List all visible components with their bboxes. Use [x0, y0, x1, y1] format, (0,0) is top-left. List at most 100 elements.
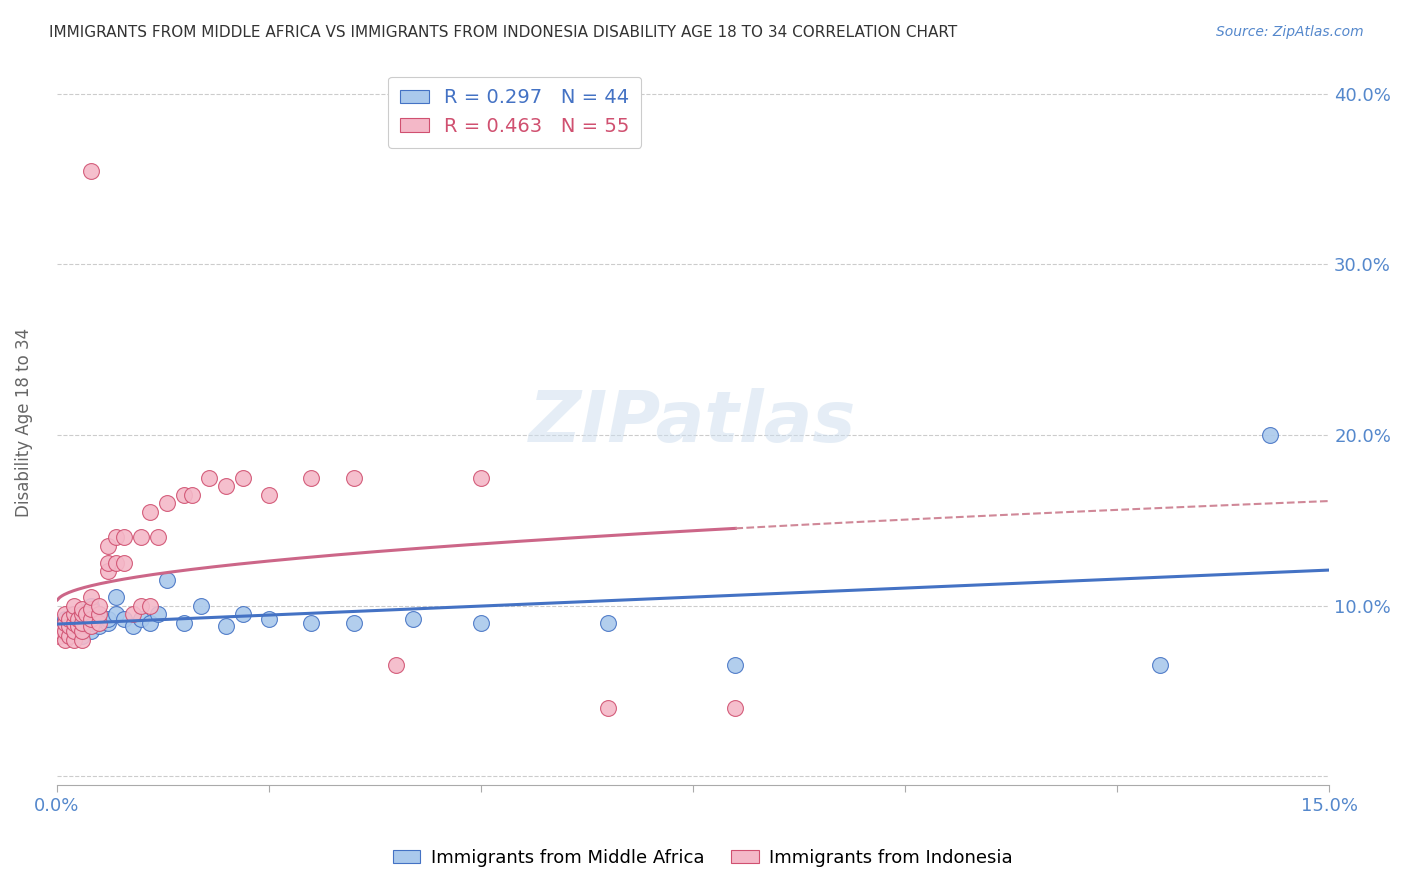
- Point: [70, 632, 93, 647]
- Point: [70, 615, 93, 630]
- Point: [62, 599, 84, 613]
- Point: [66, 619, 89, 633]
- Point: [70, 619, 93, 633]
- Point: [105, 530, 128, 544]
- Point: [66, 619, 89, 633]
- Point: [70, 602, 93, 616]
- Point: [58, 629, 80, 643]
- Point: [87, 612, 110, 626]
- Point: [70, 615, 93, 630]
- Point: [257, 612, 280, 626]
- Point: [53, 612, 76, 626]
- Point: [75, 607, 97, 621]
- Point: [299, 470, 322, 484]
- Point: [148, 530, 170, 544]
- Point: [48, 629, 70, 643]
- Point: [1258, 428, 1281, 442]
- Point: [470, 470, 492, 484]
- Point: [70, 624, 93, 639]
- Text: IMMIGRANTS FROM MIDDLE AFRICA VS IMMIGRANTS FROM INDONESIA DISABILITY AGE 18 TO : IMMIGRANTS FROM MIDDLE AFRICA VS IMMIGRA…: [49, 25, 957, 40]
- Point: [53, 615, 76, 630]
- Point: [53, 615, 76, 630]
- Point: [75, 615, 97, 630]
- Point: [105, 590, 128, 604]
- Point: [181, 488, 204, 502]
- Point: [232, 470, 254, 484]
- Point: [96, 615, 118, 630]
- Point: [62, 632, 84, 647]
- Point: [215, 479, 238, 493]
- Point: [148, 607, 170, 621]
- Point: [131, 612, 153, 626]
- Point: [173, 488, 195, 502]
- Legend: Immigrants from Middle Africa, Immigrants from Indonesia: Immigrants from Middle Africa, Immigrant…: [385, 842, 1021, 874]
- Point: [87, 615, 110, 630]
- Point: [62, 624, 84, 639]
- Point: [215, 619, 238, 633]
- Point: [114, 556, 136, 570]
- Point: [87, 607, 110, 621]
- Point: [342, 615, 364, 630]
- Point: [156, 573, 179, 587]
- Point: [299, 615, 322, 630]
- Point: [156, 496, 179, 510]
- Point: [105, 607, 128, 621]
- Point: [232, 607, 254, 621]
- Point: [402, 612, 425, 626]
- Point: [87, 607, 110, 621]
- Point: [66, 612, 89, 626]
- Point: [79, 624, 101, 639]
- Point: [139, 599, 162, 613]
- Point: [1149, 658, 1171, 673]
- Text: Source: ZipAtlas.com: Source: ZipAtlas.com: [1216, 25, 1364, 39]
- Point: [596, 615, 619, 630]
- Point: [53, 624, 76, 639]
- Point: [58, 619, 80, 633]
- Point: [62, 624, 84, 639]
- Point: [470, 615, 492, 630]
- Point: [53, 607, 76, 621]
- Point: [139, 505, 162, 519]
- Point: [70, 607, 93, 621]
- Point: [58, 619, 80, 633]
- Point: [62, 607, 84, 621]
- Point: [139, 615, 162, 630]
- Point: [79, 602, 101, 616]
- Point: [96, 565, 118, 579]
- Point: [131, 530, 153, 544]
- Point: [342, 470, 364, 484]
- Point: [173, 615, 195, 630]
- Point: [79, 619, 101, 633]
- Point: [70, 607, 93, 621]
- Point: [62, 615, 84, 630]
- Point: [79, 612, 101, 626]
- Point: [58, 612, 80, 626]
- Point: [257, 488, 280, 502]
- Point: [131, 599, 153, 613]
- Point: [96, 556, 118, 570]
- Point: [79, 590, 101, 604]
- Point: [122, 607, 145, 621]
- Point: [79, 163, 101, 178]
- Point: [87, 599, 110, 613]
- Point: [385, 658, 408, 673]
- Point: [70, 629, 93, 643]
- Point: [87, 619, 110, 633]
- Point: [49, 624, 72, 639]
- Point: [66, 612, 89, 626]
- Point: [105, 556, 128, 570]
- Point: [198, 470, 221, 484]
- Point: [96, 612, 118, 626]
- Point: [96, 539, 118, 553]
- Point: [62, 607, 84, 621]
- Point: [79, 599, 101, 613]
- Point: [114, 612, 136, 626]
- Y-axis label: Disability Age 18 to 34: Disability Age 18 to 34: [15, 327, 32, 516]
- Point: [58, 610, 80, 624]
- Point: [53, 632, 76, 647]
- Point: [596, 701, 619, 715]
- Point: [114, 530, 136, 544]
- Point: [724, 701, 747, 715]
- Point: [62, 615, 84, 630]
- Point: [122, 619, 145, 633]
